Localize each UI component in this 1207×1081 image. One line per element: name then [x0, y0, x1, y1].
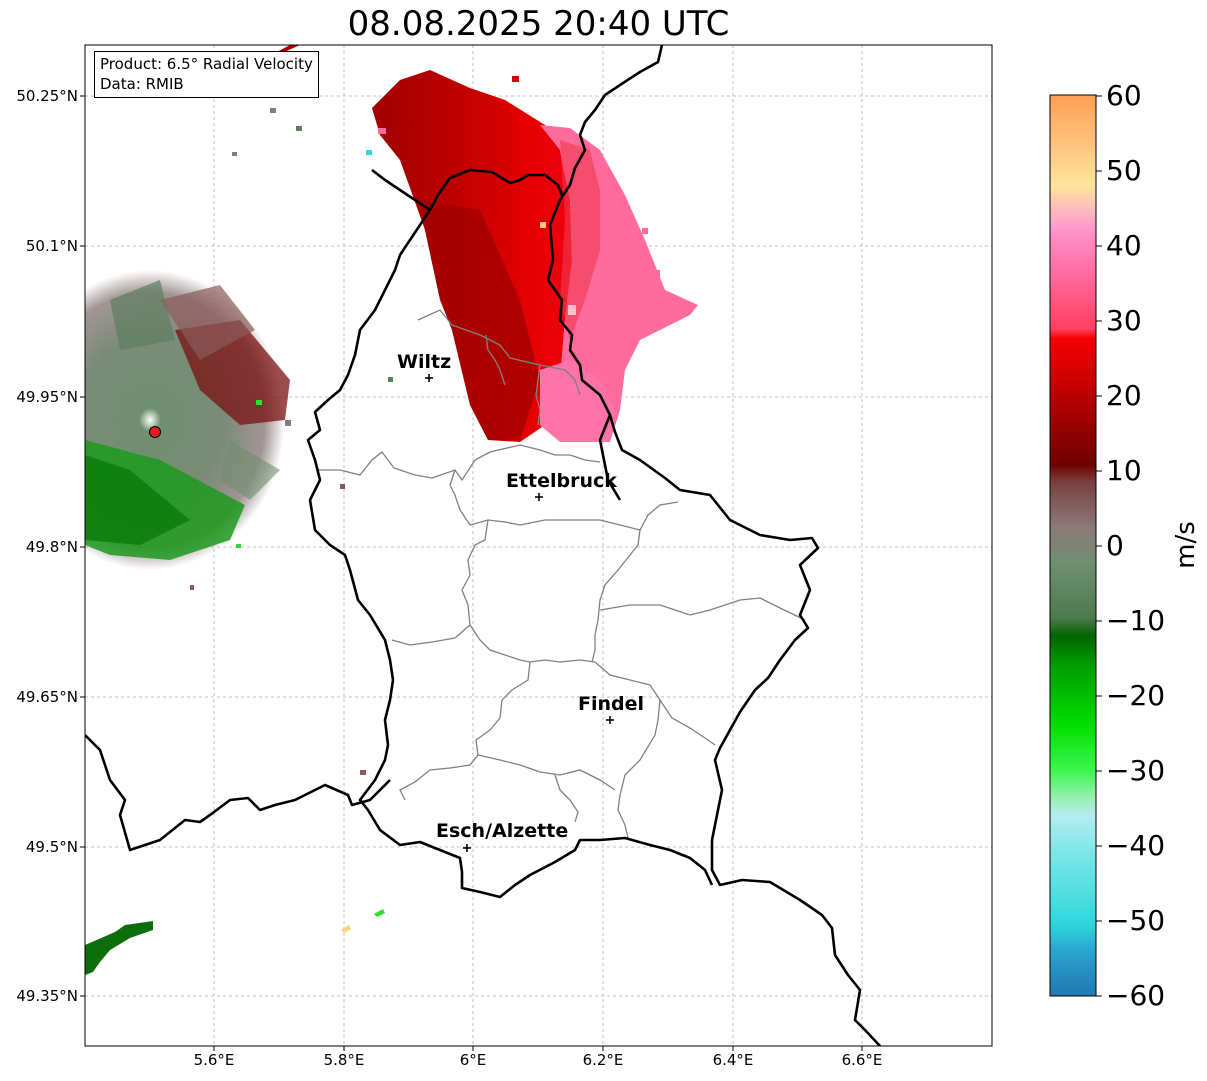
radar-echoes-west — [85, 45, 393, 933]
lon-tick-label: 6°E — [459, 1051, 487, 1069]
axis-ticks — [80, 95, 863, 1051]
colorbar-tick-label: 10 — [1106, 454, 1142, 487]
data-source-line: Data: RMIB — [100, 75, 184, 93]
product-line: Product: 6.5° Radial Velocity — [100, 55, 313, 73]
lat-tick-label: 49.65°N — [16, 688, 78, 706]
colorbar-tick-label: 60 — [1106, 79, 1142, 112]
lat-tick-label: 50.25°N — [16, 87, 78, 105]
lon-tick-label: 6.6°E — [841, 1051, 883, 1069]
colorbar-unit-label: m/s — [1171, 521, 1201, 569]
lon-tick-label: 5.8°E — [323, 1051, 365, 1069]
colorbar-tick-label: −40 — [1106, 829, 1166, 862]
city-label-ettelbruck: Ettelbruck — [506, 470, 617, 492]
colorbar-tick-label: 20 — [1106, 379, 1142, 412]
city-label-findel: Findel — [578, 693, 645, 715]
lat-tick-label: 49.5°N — [25, 838, 78, 856]
product-info-box: Product: 6.5° Radial Velocity Data: RMIB — [94, 51, 319, 98]
city-markers — [425, 374, 614, 852]
lon-tick-label: 6.4°E — [712, 1051, 754, 1069]
colorbar-tick-label: −60 — [1106, 979, 1166, 1012]
colorbar-tick-label: −50 — [1106, 904, 1166, 937]
map-title: 08.08.2025 20:40 UTC — [347, 4, 730, 44]
colorbar-tick-label: 40 — [1106, 229, 1142, 262]
lat-tick-label: 49.95°N — [16, 388, 78, 406]
city-label-wiltz: Wiltz — [397, 351, 452, 373]
colorbar-tick-label: 50 — [1106, 154, 1142, 187]
colorbar-tick-label: −10 — [1106, 604, 1166, 637]
canton-boundaries — [318, 309, 806, 839]
national-borders — [85, 45, 881, 1046]
colorbar-tick-label: 0 — [1106, 529, 1124, 562]
lat-tick-label: 49.8°N — [25, 538, 78, 556]
storm-echoes — [366, 70, 698, 442]
echo-southwest — [85, 921, 153, 975]
city-label-esch-alzette: Esch/Alzette — [436, 820, 569, 842]
lat-tick-label: 49.35°N — [16, 987, 78, 1005]
plot-frame — [84, 44, 993, 1047]
colorbar — [1049, 94, 1102, 997]
lat-tick-label: 50.1°N — [25, 237, 78, 255]
colorbar-tick-label: −20 — [1106, 679, 1166, 712]
radar-site-marker — [149, 426, 161, 438]
lon-tick-label: 5.6°E — [193, 1051, 235, 1069]
colorbar-tick-label: −30 — [1106, 754, 1166, 787]
colorbar-tick-label: 30 — [1106, 304, 1142, 337]
lon-tick-label: 6.2°E — [582, 1051, 624, 1069]
